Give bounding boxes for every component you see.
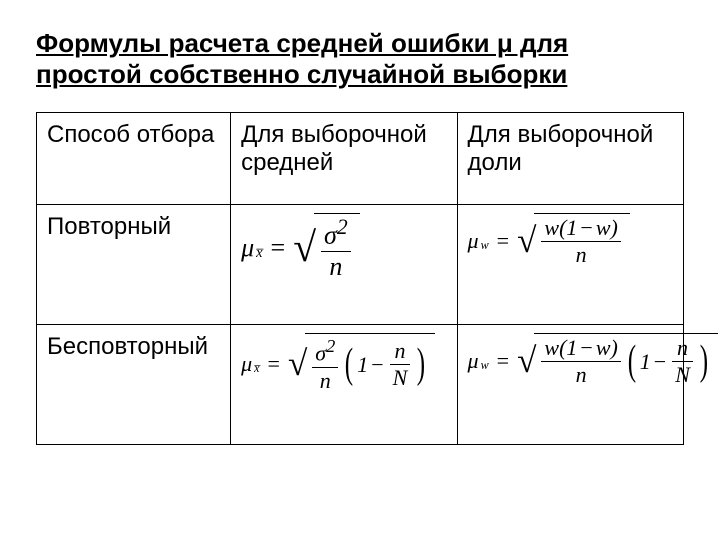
hdr-method: Способ отбора bbox=[37, 113, 231, 205]
title-line-1: Формулы расчета средней ошибки μ для bbox=[36, 28, 568, 58]
formula-share-noreplacement: μw = √ w(1−w) n ( 1 − bbox=[457, 325, 683, 445]
sym-minus: − bbox=[371, 352, 383, 378]
sym-w-sub: w bbox=[481, 358, 489, 373]
hdr-mean-l1: Для выборочной bbox=[241, 121, 427, 148]
formula-mean-replacement: μx̅ = √ σ2 n bbox=[231, 205, 457, 325]
row-with-replacement: Повторный μx̅ = √ σ2 n bbox=[37, 205, 684, 325]
sym-mu: μ bbox=[468, 348, 479, 374]
sym-sq: 2 bbox=[326, 336, 335, 356]
sym-eq: = bbox=[497, 228, 509, 254]
sym-n: n bbox=[674, 337, 691, 360]
sym-sigma: σ bbox=[315, 341, 326, 366]
sym-eq: = bbox=[268, 351, 280, 377]
sym-one: 1 bbox=[566, 335, 577, 360]
sym-xbar: x̅ bbox=[254, 361, 259, 376]
sym-w: w bbox=[544, 335, 559, 360]
hdr-share-l1: Для выборочной bbox=[468, 121, 654, 148]
sym-n: n bbox=[573, 363, 590, 386]
sym-n: n bbox=[391, 340, 408, 363]
hdr-mean: Для выборочной средней bbox=[231, 113, 457, 205]
sym-sigma: σ bbox=[324, 221, 337, 250]
title-line-2: простой собственно случайной выборки bbox=[36, 59, 567, 89]
sym-n: n bbox=[317, 369, 334, 392]
row1-label: Повторный bbox=[37, 205, 231, 325]
sym-w-sub: w bbox=[481, 238, 489, 253]
sym-w: w bbox=[596, 335, 611, 360]
sym-minus: − bbox=[580, 335, 592, 360]
formula-share-replacement: μw = √ w(1−w) n bbox=[457, 205, 683, 325]
radical-icon: √ bbox=[293, 235, 316, 260]
slide-title: Формулы расчета средней ошибки μ для про… bbox=[36, 28, 684, 90]
hdr-mean-l2: средней bbox=[241, 149, 333, 176]
sym-minus: − bbox=[580, 215, 592, 240]
sym-one: 1 bbox=[566, 215, 577, 240]
sym-n: n bbox=[573, 243, 590, 266]
sym-mu: μ bbox=[241, 233, 254, 263]
slide: Формулы расчета средней ошибки μ для про… bbox=[0, 0, 720, 540]
hdr-share-l2: доли bbox=[468, 149, 522, 176]
sym-mu: μ bbox=[468, 228, 479, 254]
sym-mu: μ bbox=[241, 351, 252, 377]
sym-eq: = bbox=[271, 233, 286, 263]
sym-sq: 2 bbox=[337, 215, 348, 239]
sym-w: w bbox=[544, 215, 559, 240]
sym-eq: = bbox=[497, 348, 509, 374]
formula-mean-noreplacement: μx̅ = √ σ2 n ( 1 − bbox=[231, 325, 457, 445]
row2-label: Бесповторный bbox=[37, 325, 231, 445]
sym-bigN: N bbox=[390, 366, 411, 389]
sym-one: 1 bbox=[640, 349, 651, 375]
row-without-replacement: Бесповторный μx̅ = √ σ2 n ( bbox=[37, 325, 684, 445]
sym-one: 1 bbox=[357, 352, 368, 378]
sym-n: n bbox=[326, 253, 345, 280]
sym-minus: − bbox=[654, 349, 666, 375]
hdr-share: Для выборочной доли bbox=[457, 113, 683, 205]
table-header-row: Способ отбора Для выборочной средней Для… bbox=[37, 113, 684, 205]
sym-w: w bbox=[596, 215, 611, 240]
formula-table: Способ отбора Для выборочной средней Для… bbox=[36, 112, 684, 445]
sym-bigN: N bbox=[672, 363, 693, 386]
sym-xbar: x̅ bbox=[256, 245, 262, 262]
